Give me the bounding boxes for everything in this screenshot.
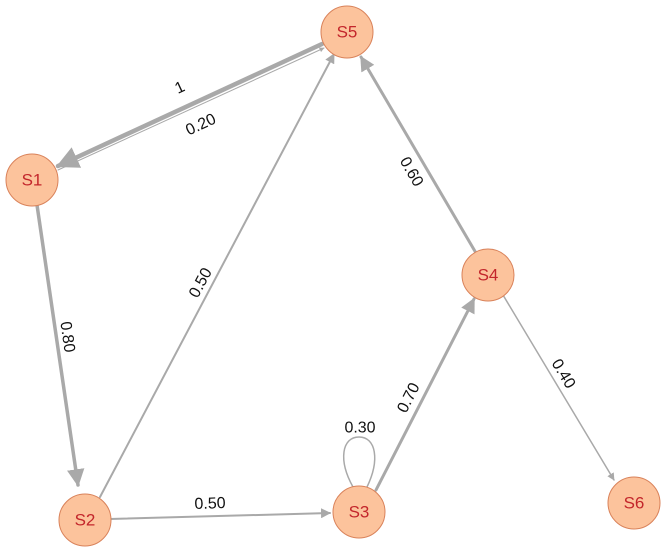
- node-s1: S1: [5, 153, 59, 207]
- node-s2: S2: [58, 493, 112, 547]
- edge-s4-s6-label: 0.40: [548, 356, 579, 392]
- edge-s2-s5: 0.50: [99, 53, 335, 498]
- node-s1-label: S1: [22, 171, 43, 190]
- edge-s1-s5-line: [57, 47, 325, 171]
- edge-s1-s5: 0.20: [57, 47, 325, 171]
- edge-s4-s6: 0.40: [502, 294, 615, 481]
- edge-s2-s3-line: [109, 508, 331, 520]
- edge-s3-s3-loop: 0.30: [342, 420, 376, 488]
- edge-s3-s3-label: 0.30: [344, 420, 375, 437]
- edge-s1-s2-label: 0.80: [56, 320, 77, 353]
- node-s4-circle: [461, 248, 515, 302]
- edge-s3-s4: 0.70: [374, 297, 476, 492]
- node-s5-circle: [320, 5, 374, 59]
- edge-s2-s5-label: 0.50: [186, 265, 216, 301]
- node-s6: S6: [607, 476, 661, 530]
- edge-s4-s6-line: [502, 294, 615, 481]
- node-s2-label: S2: [75, 511, 96, 530]
- node-s3-circle: [332, 485, 386, 539]
- edge-s3-s4-label: 0.70: [394, 380, 423, 416]
- node-s6-circle: [607, 476, 661, 530]
- node-s2-circle: [58, 493, 112, 547]
- edges: 1 0.20 0.80 0.50 0.50 0.30 0.70: [35, 41, 615, 520]
- edge-s1-s5-label: 0.20: [183, 111, 218, 140]
- node-s6-label: S6: [624, 494, 645, 513]
- node-s5-label: S5: [337, 23, 358, 42]
- nodes: S1 S2 S3 S4 S5 S6: [5, 5, 661, 547]
- edge-s5-s1-line: [55, 41, 325, 169]
- node-s4-label: S4: [478, 266, 499, 285]
- node-s3-label: S3: [349, 503, 370, 522]
- edge-s2-s5-line: [99, 53, 335, 498]
- edge-s5-s1: 1: [55, 41, 325, 169]
- edge-s3-s3-line: [342, 436, 376, 488]
- node-s5: S5: [320, 5, 374, 59]
- node-s3: S3: [332, 485, 386, 539]
- node-s4: S4: [461, 248, 515, 302]
- edge-s2-s3-label: 0.50: [194, 495, 226, 513]
- edge-s1-s2: 0.80: [35, 203, 85, 487]
- edge-s3-s4-line: [374, 297, 476, 492]
- edge-s4-s5: 0.60: [359, 55, 478, 255]
- edge-s2-s3: 0.50: [109, 495, 331, 520]
- node-s1-circle: [5, 153, 59, 207]
- edge-s4-s5-line: [359, 55, 478, 255]
- edge-s5-s1-label: 1: [172, 78, 187, 97]
- edge-s1-s2-line: [35, 203, 85, 487]
